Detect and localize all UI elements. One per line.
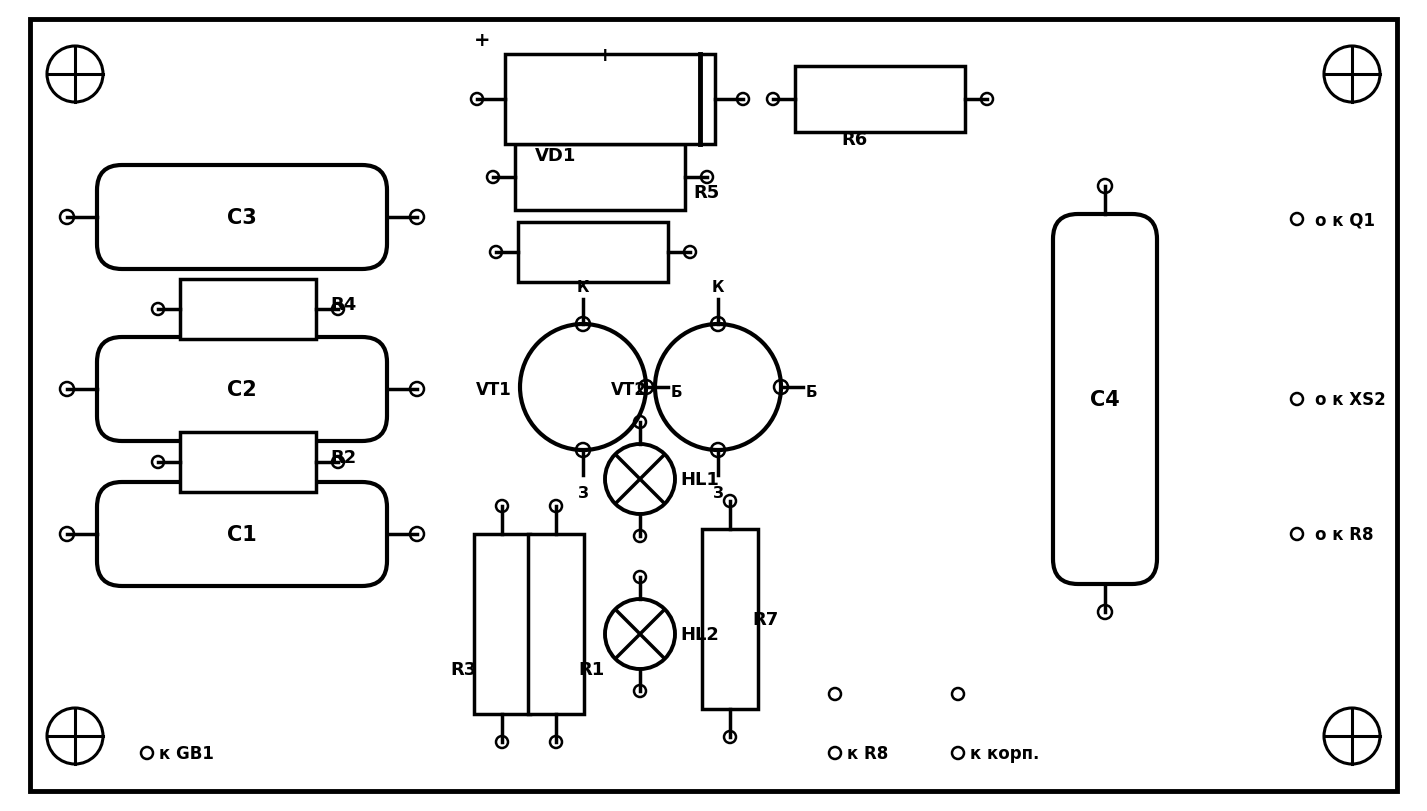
Text: VD1: VD1 xyxy=(535,147,577,165)
Bar xyxy=(505,55,715,145)
Text: +: + xyxy=(474,31,491,50)
Text: HL2: HL2 xyxy=(681,625,719,643)
Text: VT2: VT2 xyxy=(611,380,646,398)
Bar xyxy=(474,534,529,714)
FancyBboxPatch shape xyxy=(1053,215,1157,584)
Text: R1: R1 xyxy=(578,660,604,678)
Bar xyxy=(518,223,668,283)
Text: К: К xyxy=(712,280,725,294)
Text: Б: Б xyxy=(671,385,682,400)
Text: R2: R2 xyxy=(330,448,357,466)
Text: к корп.: к корп. xyxy=(970,744,1039,762)
Bar xyxy=(528,534,584,714)
Text: Б: Б xyxy=(806,385,818,400)
Text: R5: R5 xyxy=(694,184,719,202)
Text: К: К xyxy=(577,280,589,294)
Text: З: З xyxy=(578,486,588,500)
FancyBboxPatch shape xyxy=(97,337,387,441)
Text: З: З xyxy=(712,486,723,500)
Text: +: + xyxy=(596,46,614,65)
Text: к R8: к R8 xyxy=(848,744,888,762)
Text: R6: R6 xyxy=(841,131,868,148)
Text: о к R8: о к R8 xyxy=(1316,526,1374,543)
Text: VT1: VT1 xyxy=(477,380,512,398)
Text: к GB1: к GB1 xyxy=(158,744,214,762)
Text: C2: C2 xyxy=(227,380,257,400)
FancyBboxPatch shape xyxy=(97,165,387,270)
Text: о к Q1: о к Q1 xyxy=(1316,211,1376,229)
FancyBboxPatch shape xyxy=(97,483,387,586)
Text: C1: C1 xyxy=(227,525,257,544)
Text: C3: C3 xyxy=(227,208,257,228)
Bar xyxy=(795,67,965,133)
Text: R7: R7 xyxy=(752,610,778,629)
Bar xyxy=(702,530,758,709)
Bar xyxy=(180,280,315,340)
Text: HL1: HL1 xyxy=(681,470,719,488)
Text: R3: R3 xyxy=(450,660,477,678)
Bar xyxy=(515,145,685,211)
Text: R4: R4 xyxy=(330,296,357,314)
Text: о к XS2: о к XS2 xyxy=(1316,391,1386,409)
Text: C4: C4 xyxy=(1090,389,1120,410)
Bar xyxy=(180,432,315,492)
